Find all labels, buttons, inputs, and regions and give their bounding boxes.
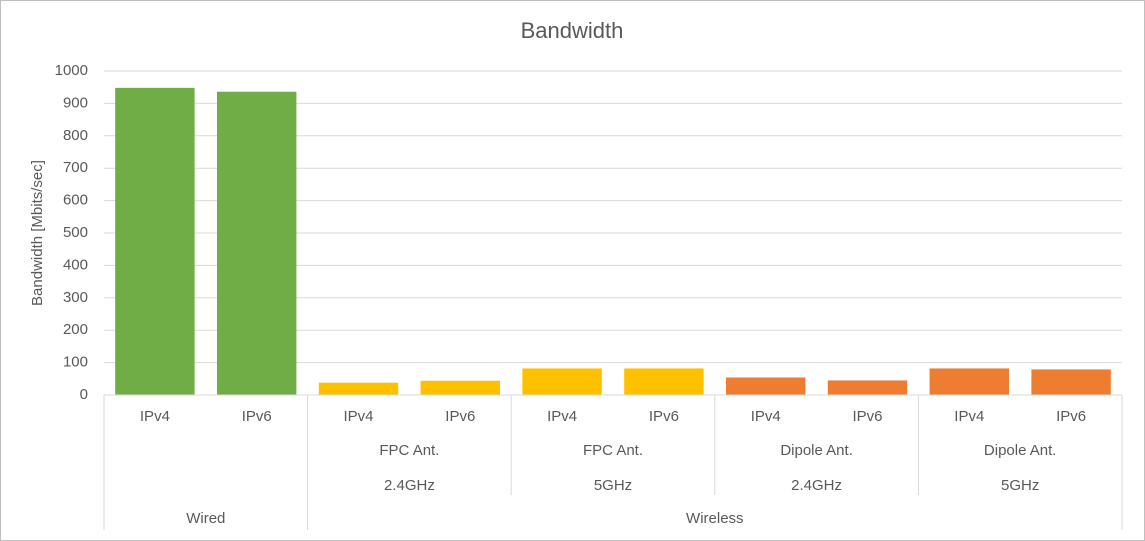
y-tick-label: 1000 [55, 62, 88, 79]
x-tick-label: IPv6 [852, 408, 882, 425]
y-tick-label: 400 [63, 256, 88, 273]
subgroup-label: FPC Ant. [583, 442, 643, 459]
y-tick-label: 500 [63, 224, 88, 241]
subgroup-label: 5GHz [594, 477, 632, 494]
y-axis-label: Bandwidth [Mbits/sec] [29, 160, 46, 306]
x-tick-label: IPv4 [343, 408, 373, 425]
x-tick-label: IPv4 [954, 408, 984, 425]
subgroup-label: 5GHz [1001, 477, 1039, 494]
x-tick-label: IPv6 [1056, 408, 1086, 425]
bar [827, 380, 908, 395]
y-tick-label: 100 [63, 354, 88, 371]
bar [420, 380, 501, 395]
y-tick-label: 600 [63, 192, 88, 209]
subgroup-label: Dipole Ant. [780, 442, 853, 459]
subgroup-label: 2.4GHz [791, 477, 842, 494]
x-tick-label: IPv6 [242, 408, 272, 425]
x-tick-label: IPv6 [649, 408, 679, 425]
subgroup-label: Dipole Ant. [984, 442, 1057, 459]
subgroup-label: FPC Ant. [379, 442, 439, 459]
x-tick-label: IPv4 [140, 408, 170, 425]
y-tick-label: 700 [63, 159, 88, 176]
x-tick-label: IPv4 [751, 408, 781, 425]
bar [318, 382, 399, 395]
chart-title: Bandwidth [521, 18, 624, 43]
y-tick-label: 300 [63, 289, 88, 306]
subgroup-label: 2.4GHz [384, 477, 435, 494]
bar [725, 377, 806, 395]
bar [624, 368, 704, 395]
group-label: Wireless [686, 510, 744, 527]
bar [929, 368, 1010, 395]
bar [216, 91, 297, 396]
x-tick-label: IPv4 [547, 408, 577, 425]
group-label: Wired [186, 510, 225, 527]
x-tick-label: IPv6 [445, 408, 475, 425]
bar [115, 87, 195, 396]
y-tick-label: 900 [63, 94, 88, 111]
y-tick-label: 800 [63, 127, 88, 144]
bar [1031, 369, 1111, 395]
y-tick-label: 0 [80, 386, 88, 403]
bar [522, 368, 602, 395]
y-tick-label: 200 [63, 321, 88, 338]
